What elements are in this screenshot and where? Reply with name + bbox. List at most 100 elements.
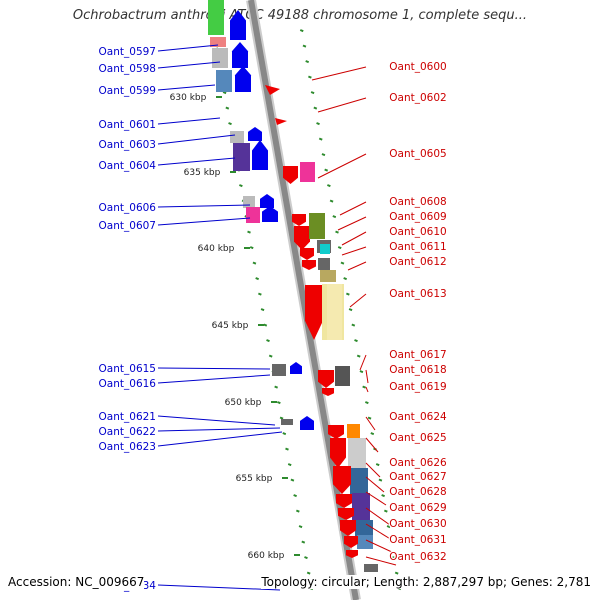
gene-label-left: Oant_0623 [99,441,156,453]
tick-mark [299,29,304,33]
gene-label-right: Oant_0625 [389,432,446,444]
tick-mark [304,556,308,560]
tick-mark [313,106,318,110]
leader-line [365,523,393,541]
leader-line [365,556,397,566]
scale-labels: 630 kbp 635 kbp 640 kbp 645 kbp 650 kbp 655 k… [168,92,300,562]
gene-arrow-up [230,10,246,40]
feature-block [212,48,228,68]
tick-mark [268,354,273,358]
gene-label-left: Oant_0603 [99,139,156,151]
leader-line [157,217,251,226]
tick-mark [287,463,292,467]
gene-label-right: Oant_0600 [389,61,446,73]
gene-arrow-down [292,214,306,226]
gene-label-right: Oant_0612 [389,256,446,268]
gene-label-left: Oant_0606 [99,202,157,214]
tick-mark [364,401,369,405]
gene-label-right: Oant_0628 [389,486,446,498]
gene-label-left: Oant_0615 [99,363,156,375]
feature-block [320,270,336,282]
leader-line [365,539,395,554]
gene-arrow-down [346,550,358,558]
feature-block [318,258,330,270]
leader-line [365,476,385,493]
gene-label-right: Oant_0609 [389,211,446,223]
gene-arrow-down [330,438,346,468]
gene-label-left: Oant_0597 [99,46,156,58]
feature-block [352,493,370,521]
leader-line [365,491,387,506]
leader-line [157,367,271,370]
tick-mark [356,354,361,358]
map-title: Ochrobactrum anthropi ATCC 49188 chromos… [72,8,528,23]
leader-line [365,386,369,393]
tick-mark [389,540,394,544]
tick-mark [367,416,372,420]
gene-labels: Oant_0597 Oant_0598 Oant_0599 Oant_0601 Oant… [97,45,448,594]
gene-label-left: Oant_0598 [99,63,156,75]
gene-arrow-up [262,206,278,222]
gene-arrow-down [344,536,358,548]
tick-mark [345,292,350,296]
gene-label-left: Oant_0604 [99,160,157,172]
leader-line [157,117,221,125]
tick-mark [351,323,356,327]
gene-arrow-up [260,194,274,208]
leader-line [157,415,276,426]
tick-mark [282,432,287,436]
feature-block [347,424,360,438]
gene-arrow-up [290,362,302,374]
gene-label-right: Oant_0631 [389,534,446,546]
topology-summary: Topology: circular; Length: 2,887,297 bp… [261,575,591,589]
tick-mark [222,91,227,95]
gene-arrow-down [283,166,298,184]
leader-line [337,216,367,231]
gene-arrow-up [300,416,314,430]
gene-label-right: Oant_0630 [389,518,446,530]
scale-label: 640 kbp [198,244,235,254]
leader-line [157,204,251,208]
gene-label-left: Oant_0607 [99,220,156,232]
gene-arrow-down [333,466,351,494]
leader-line [157,134,236,145]
leader-line [349,293,367,308]
scale-label: 650 kbp [225,398,262,408]
gene-label-right: Oant_0627 [389,471,446,483]
tick-mark [225,106,230,110]
feature-block [335,366,350,386]
scale-label: 645 kbp [212,321,249,331]
leader-line [347,261,367,271]
gene-label-right: Oant_0617 [389,349,446,361]
tick-mark [378,478,383,482]
gene-arrow-down [318,370,334,388]
tick-mark [249,246,254,250]
gene-arrow-down [328,425,344,439]
tick-mark [392,556,396,560]
leader-line [311,66,367,81]
leader-line [365,507,391,526]
feature-block [348,438,366,470]
tick-mark [381,494,385,498]
scale-label: 660 kbp [248,551,285,561]
tick-mark [266,339,270,343]
feature-block [272,364,286,376]
tick-mark [337,246,342,250]
feature-block [350,468,368,494]
feature-block [243,196,255,208]
gene-label-right: Oant_0610 [389,226,446,238]
gene-arrow-down [338,508,354,520]
leader-line [359,354,367,371]
gene-arrow-down [340,520,356,536]
tick-mark [375,463,380,467]
feature-block [327,284,342,340]
gene-arrow-down [322,388,334,396]
tick-mark [362,385,367,389]
tick-mark [247,230,251,234]
leader-line [157,61,221,69]
feature-block [230,131,244,143]
tick-mark [295,509,300,513]
tick-mark [348,308,353,312]
gene-arrow-up [248,127,262,141]
